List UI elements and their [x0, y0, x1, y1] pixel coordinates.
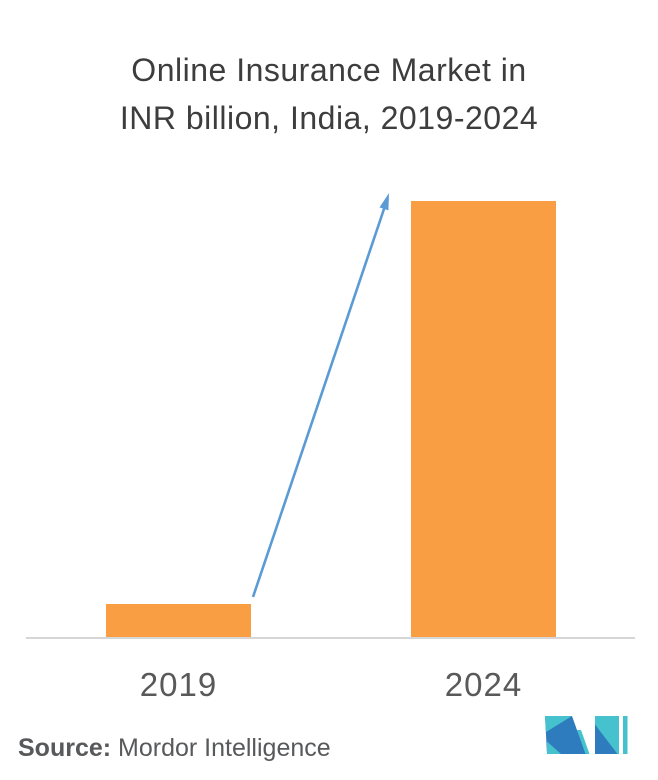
- chart-title-line2: INR billion, India, 2019-2024: [119, 100, 539, 136]
- bar-2024: [411, 201, 556, 637]
- mordor-intelligence-logo-icon: [545, 716, 628, 754]
- source-credit: Source: Mordor Intelligence: [18, 734, 331, 763]
- source-name: Mordor Intelligence: [111, 734, 331, 762]
- x-axis-line: [26, 637, 635, 639]
- x-label-2019: 2019: [139, 666, 218, 703]
- bar-2019: [106, 604, 251, 637]
- source-label: Source:: [18, 734, 112, 762]
- x-label-2024: 2024: [444, 666, 523, 703]
- chart-title: Online Insurance Market in INR billion, …: [0, 46, 658, 142]
- chart-title-line1: Online Insurance Market in: [131, 52, 527, 88]
